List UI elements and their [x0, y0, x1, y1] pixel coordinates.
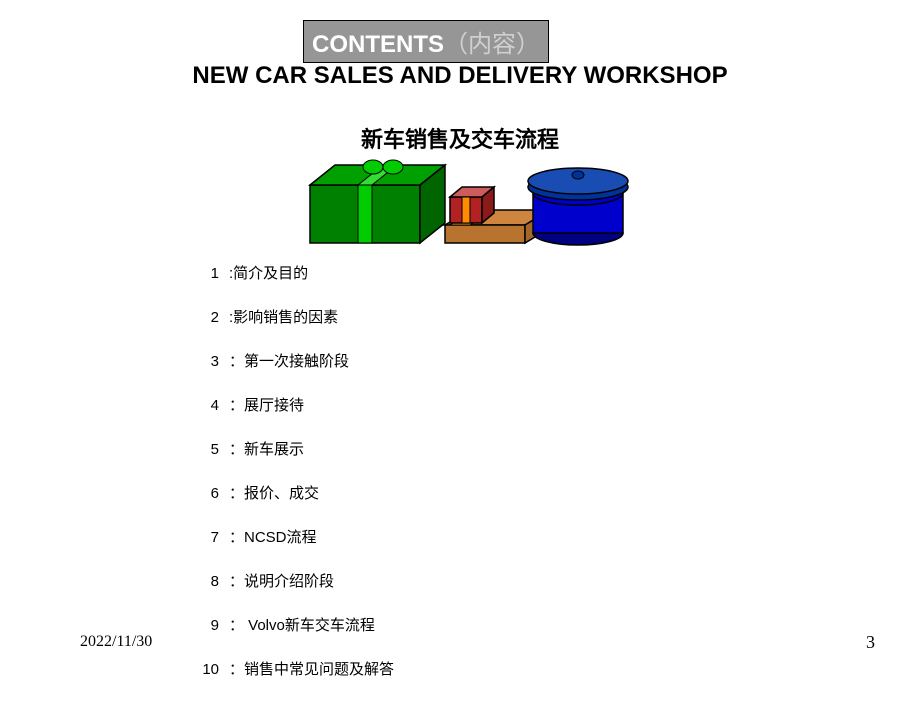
toc-num: 8 — [193, 573, 219, 590]
toc-row: 8 ：说明介绍阶段 — [193, 570, 394, 591]
toc-num: 9 — [193, 617, 219, 634]
toc-row: 2 :影响销售的因素 — [193, 306, 394, 327]
toc-row: 10 ：销售中常见问题及解答 — [193, 658, 394, 679]
contents-banner: CONTENTS（内容） — [303, 20, 549, 63]
toc-num: 4 — [193, 397, 219, 414]
toc-row: 4 ：展厅接待 — [193, 394, 394, 415]
footer-page-number: 3 — [866, 632, 875, 653]
toc-num: 5 — [193, 441, 219, 458]
toc-label: ：第一次接触阶段 — [229, 350, 349, 371]
banner-cn: （内容） — [444, 31, 540, 58]
gift-boxes-illustration — [300, 155, 630, 260]
toc-label: ：新车展示 — [229, 438, 304, 459]
footer-date: 2022/11/30 — [80, 633, 152, 651]
toc-num: 2 — [193, 309, 219, 326]
toc-label: ：报价、成交 — [229, 482, 319, 503]
toc-num: 6 — [193, 485, 219, 502]
toc-row: 1 :简介及目的 — [193, 262, 394, 283]
toc-label: ：NCSD流程 — [229, 526, 317, 547]
toc-num: 1 — [193, 265, 219, 282]
toc-num: 3 — [193, 353, 219, 370]
toc-label: ：销售中常见问题及解答 — [229, 658, 394, 679]
toc-label: :简介及目的 — [229, 262, 308, 283]
toc-label: ：说明介绍阶段 — [229, 570, 334, 591]
toc-row: 7 ：NCSD流程 — [193, 526, 394, 547]
toc-label: :影响销售的因素 — [229, 306, 338, 327]
toc-label: ： Volvo新车交车流程 — [229, 614, 375, 635]
toc-label: ：展厅接待 — [229, 394, 304, 415]
toc-num: 7 — [193, 529, 219, 546]
toc-row: 3 ：第一次接触阶段 — [193, 350, 394, 371]
toc-num: 10 — [193, 661, 219, 678]
banner-en: CONTENTS — [312, 31, 444, 58]
title-chinese: 新车销售及交车流程 — [0, 122, 920, 154]
toc-row: 5 ：新车展示 — [193, 438, 394, 459]
title-english: NEW CAR SALES AND DELIVERY WORKSHOP — [0, 62, 920, 91]
toc-row: 9 ： Volvo新车交车流程 — [193, 614, 394, 635]
toc-row: 6 ：报价、成交 — [193, 482, 394, 503]
table-of-contents: 1 :简介及目的 2 :影响销售的因素 3 ：第一次接触阶段 4 ：展厅接待 5… — [193, 262, 394, 702]
